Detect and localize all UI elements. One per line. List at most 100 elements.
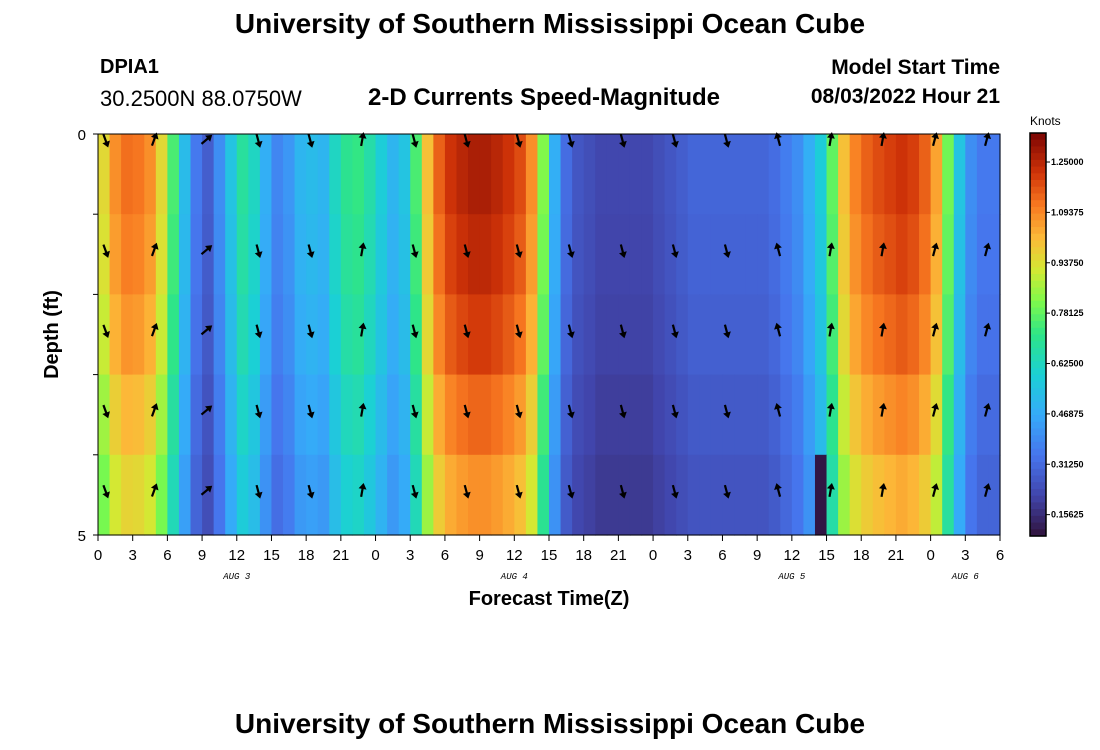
current-arrow [306, 324, 315, 339]
heatmap-cell [479, 374, 492, 456]
heatmap-cell [468, 134, 481, 215]
heatmap-cell [560, 374, 573, 456]
colorbar-segment [1030, 515, 1046, 524]
colorbar-segment [1030, 294, 1046, 302]
heatmap-cell [537, 294, 550, 376]
heatmap-cell [491, 134, 504, 215]
current-arrow [619, 244, 627, 259]
current-arrow [619, 484, 627, 499]
current-arrow [983, 242, 992, 257]
colorbar-segment [1030, 529, 1046, 537]
colorbar-segment [1030, 267, 1046, 275]
heatmap-cell [155, 454, 168, 536]
heatmap-cell [699, 374, 712, 456]
heatmap-cell [410, 134, 423, 215]
current-arrow [200, 245, 213, 255]
x-tick-label: 18 [853, 547, 870, 564]
heatmap-cell [398, 214, 411, 295]
heatmap-cell [363, 374, 377, 456]
current-arrow [410, 484, 419, 499]
heatmap-cell [641, 134, 654, 215]
heatmap-cell [421, 134, 434, 215]
current-arrow [102, 244, 110, 258]
heatmap-cell [595, 214, 608, 295]
heatmap-cell [549, 214, 562, 295]
x-tick-label: 15 [541, 547, 558, 564]
heatmap-cell [745, 134, 758, 215]
heatmap-cell [340, 374, 354, 456]
heatmap-cell [687, 134, 700, 215]
colorbar-segment [1030, 448, 1046, 456]
colorbar-segment [1030, 381, 1046, 389]
heatmap-cell [838, 214, 851, 295]
heatmap-cell [641, 454, 654, 536]
heatmap-cell [780, 454, 793, 536]
current-arrow [358, 483, 367, 497]
current-arrow [410, 324, 419, 339]
heatmap-cell [248, 294, 261, 376]
heatmap-cell [976, 134, 990, 215]
heatmap-cell [213, 454, 226, 536]
heatmap-cell [549, 374, 562, 456]
heatmap-cell [710, 294, 724, 376]
colorbar-tick-label: 1.09375 [1051, 207, 1084, 217]
heatmap-cell [814, 214, 828, 295]
heatmap-cell [502, 454, 515, 536]
heatmap-cell [583, 214, 596, 295]
heatmap-cell [734, 294, 747, 376]
current-arrow [254, 133, 263, 148]
heatmap-cell [202, 134, 215, 215]
current-arrow [567, 484, 575, 499]
current-arrow [619, 324, 627, 339]
heatmap-cell [375, 454, 388, 536]
heatmap-cell [814, 294, 828, 376]
colorbar-tick-label: 0.62500 [1051, 359, 1084, 369]
x-tick-label: 12 [228, 547, 245, 564]
y-tick-label: 0 [78, 127, 86, 144]
heatmap-cell [456, 134, 469, 215]
heatmap-cell [676, 374, 689, 456]
heatmap-cell [861, 454, 874, 536]
heatmap-cell [942, 374, 955, 456]
current-arrow [983, 132, 992, 147]
station-id: DPIA1 [100, 56, 159, 78]
current-arrow [358, 322, 367, 337]
colorbar-segment [1030, 334, 1046, 342]
heatmap-cell [167, 294, 180, 376]
heatmap-cell [387, 214, 400, 295]
heatmap-cell [768, 294, 781, 376]
current-arrow [723, 404, 731, 419]
heatmap-cell [976, 214, 990, 295]
heatmap-cell [595, 374, 608, 456]
colorbar-segment [1030, 186, 1046, 195]
heatmap-cell [745, 294, 758, 376]
current-arrow [878, 132, 887, 147]
heatmap-cell [352, 134, 365, 215]
current-arrow [358, 132, 367, 147]
colorbar-segment [1030, 455, 1046, 463]
heatmap-cell [780, 374, 793, 456]
x-tick-label: 15 [818, 547, 835, 564]
heatmap-cell [641, 214, 654, 295]
heatmap-cell [375, 214, 388, 295]
heatmap-cell [363, 454, 377, 536]
heatmap-cell [803, 294, 816, 376]
x-tick-label: 9 [475, 547, 483, 564]
heatmap-cell [491, 214, 504, 295]
heatmap-cell [687, 294, 700, 376]
plot-title: 2-D Currents Speed-Magnitude [368, 84, 721, 111]
current-arrow [102, 404, 110, 419]
heatmap-cell [525, 214, 539, 295]
heatmap-cell [283, 454, 296, 536]
heatmap-cell [144, 374, 157, 456]
heatmap-cell [283, 294, 296, 376]
x-tick-label: 9 [198, 547, 206, 564]
heatmap-cell [884, 134, 897, 215]
heatmap-cell [525, 374, 539, 456]
heatmap-cell [525, 134, 539, 215]
colorbar-segment [1030, 307, 1046, 315]
heatmap-cell [213, 214, 226, 295]
heatmap-cell [190, 454, 203, 536]
heatmap-cell [676, 214, 689, 295]
heatmap-cell [271, 134, 284, 215]
